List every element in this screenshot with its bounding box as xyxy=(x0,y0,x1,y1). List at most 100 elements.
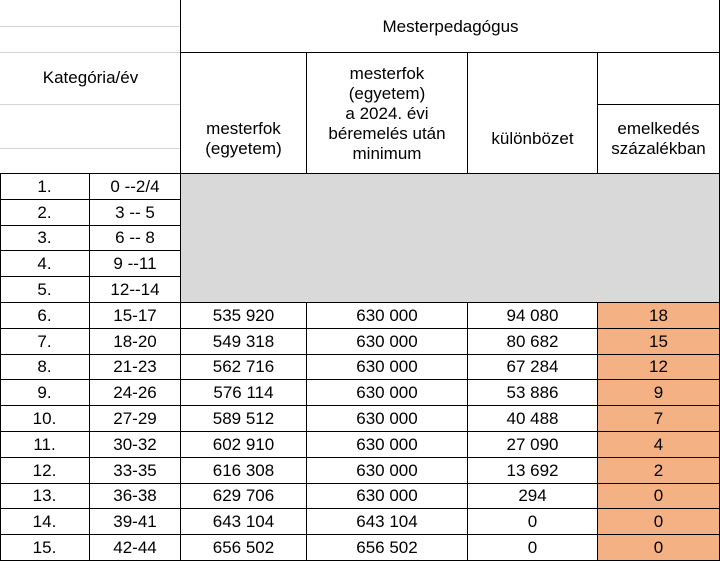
row-border xyxy=(0,405,720,406)
percent-highlight xyxy=(598,535,719,561)
border xyxy=(467,303,468,561)
row-number: 14. xyxy=(32,512,57,532)
row-number: 2. xyxy=(37,202,52,222)
row-border xyxy=(0,302,720,303)
cell-base-salary: 602 910 xyxy=(212,434,275,454)
cell-minimum-salary: 643 104 xyxy=(356,512,418,532)
row-number: 5. xyxy=(37,280,52,300)
row-years: 39-41 xyxy=(113,512,157,532)
row-years: 42-44 xyxy=(113,538,157,558)
row-border xyxy=(0,431,720,432)
cell-base-salary: 535 920 xyxy=(212,305,275,325)
gridline xyxy=(0,52,181,53)
cell-increase-percent: 15 xyxy=(649,331,668,351)
gridline xyxy=(0,26,181,27)
cell-base-salary: 562 716 xyxy=(212,357,275,377)
row-years: 33-35 xyxy=(113,460,157,480)
row-number: 7. xyxy=(37,331,52,351)
percent-highlight xyxy=(598,380,719,407)
cell-difference: 0 xyxy=(527,538,538,558)
row-years: 15-17 xyxy=(113,305,157,325)
row-border xyxy=(0,225,181,226)
cell-base-salary: 656 502 xyxy=(212,538,275,558)
cell-increase-percent: 4 xyxy=(653,434,664,454)
group-header: Mesterpedagógus xyxy=(382,16,519,36)
cell-difference: 53 886 xyxy=(506,383,559,403)
column-header-base: mesterfok (egyetem) xyxy=(205,119,282,158)
row-years: 12--14 xyxy=(110,280,160,300)
row-border xyxy=(0,276,181,277)
cell-minimum-salary: 656 502 xyxy=(356,538,418,558)
cell-difference: 0 xyxy=(527,512,538,532)
row-number: 10. xyxy=(32,409,57,429)
cell-increase-percent: 12 xyxy=(649,357,668,377)
border xyxy=(181,52,720,53)
percent-highlight xyxy=(598,406,719,432)
cell-increase-percent: 18 xyxy=(649,305,668,325)
cell-difference: 80 682 xyxy=(506,331,559,351)
percent-highlight xyxy=(598,509,719,536)
cell-difference: 294 xyxy=(518,486,547,506)
cell-increase-percent: 0 xyxy=(653,486,664,506)
border xyxy=(89,174,90,561)
cell-base-salary: 629 706 xyxy=(212,486,275,506)
border xyxy=(597,52,598,174)
row-years: 3 -- 5 xyxy=(115,202,155,222)
row-years: 36-38 xyxy=(113,486,157,506)
gridline xyxy=(0,104,181,105)
percent-highlight xyxy=(598,328,719,355)
row-number: 11. xyxy=(33,434,56,454)
row-border xyxy=(0,328,720,329)
cell-increase-percent: 0 xyxy=(653,538,664,558)
row-border xyxy=(0,483,720,484)
cell-minimum-salary: 630 000 xyxy=(356,460,418,480)
cell-difference: 67 284 xyxy=(506,357,559,377)
percent-highlight xyxy=(598,483,719,510)
row-years: 24-26 xyxy=(113,383,157,403)
border xyxy=(180,0,181,561)
border xyxy=(597,104,720,105)
cell-difference: 13 692 xyxy=(506,460,559,480)
row-number: 12. xyxy=(32,460,57,480)
row-border xyxy=(0,250,181,251)
row-number: 3. xyxy=(37,228,52,248)
column-header-percent: emelkedés százalékban xyxy=(611,119,706,158)
row-border xyxy=(0,379,720,380)
cell-minimum-salary: 630 000 xyxy=(356,486,418,506)
cell-minimum-salary: 630 000 xyxy=(356,434,418,454)
row-border xyxy=(0,354,720,355)
cell-base-salary: 643 104 xyxy=(212,512,275,532)
empty-value-block xyxy=(181,174,720,302)
row-years: 9 --11 xyxy=(113,254,157,274)
column-header-minimum: mesterfok (egyetem) a 2024. évi béremelé… xyxy=(328,63,446,163)
cell-minimum-salary: 630 000 xyxy=(356,331,418,351)
border xyxy=(467,52,468,174)
cell-minimum-salary: 630 000 xyxy=(356,305,418,325)
border xyxy=(0,173,720,174)
border xyxy=(597,303,598,561)
cell-base-salary: 616 308 xyxy=(212,460,275,480)
row-number: 4. xyxy=(37,254,52,274)
cell-increase-percent: 0 xyxy=(653,512,664,532)
percent-highlight xyxy=(598,303,719,329)
row-years: 30-32 xyxy=(113,434,157,454)
cell-base-salary: 576 114 xyxy=(213,383,274,403)
row-border xyxy=(0,508,720,509)
row-years: 21-23 xyxy=(113,357,157,377)
row-number: 8. xyxy=(37,357,52,377)
row-border xyxy=(0,534,720,535)
cell-base-salary: 589 512 xyxy=(212,409,275,429)
row-years: 0 --2/4 xyxy=(110,176,160,196)
cell-difference: 40 488 xyxy=(506,409,559,429)
cell-difference: 27 090 xyxy=(506,434,559,454)
row-years: 27-29 xyxy=(113,409,157,429)
cell-minimum-salary: 630 000 xyxy=(356,357,418,377)
row-number: 13. xyxy=(32,486,57,506)
category-header: Kategória/év xyxy=(42,68,139,87)
row-number: 1. xyxy=(37,176,52,196)
row-number: 9. xyxy=(37,383,52,403)
border xyxy=(0,174,1,561)
percent-highlight xyxy=(598,432,719,458)
border xyxy=(306,303,307,561)
gridline xyxy=(0,148,181,149)
